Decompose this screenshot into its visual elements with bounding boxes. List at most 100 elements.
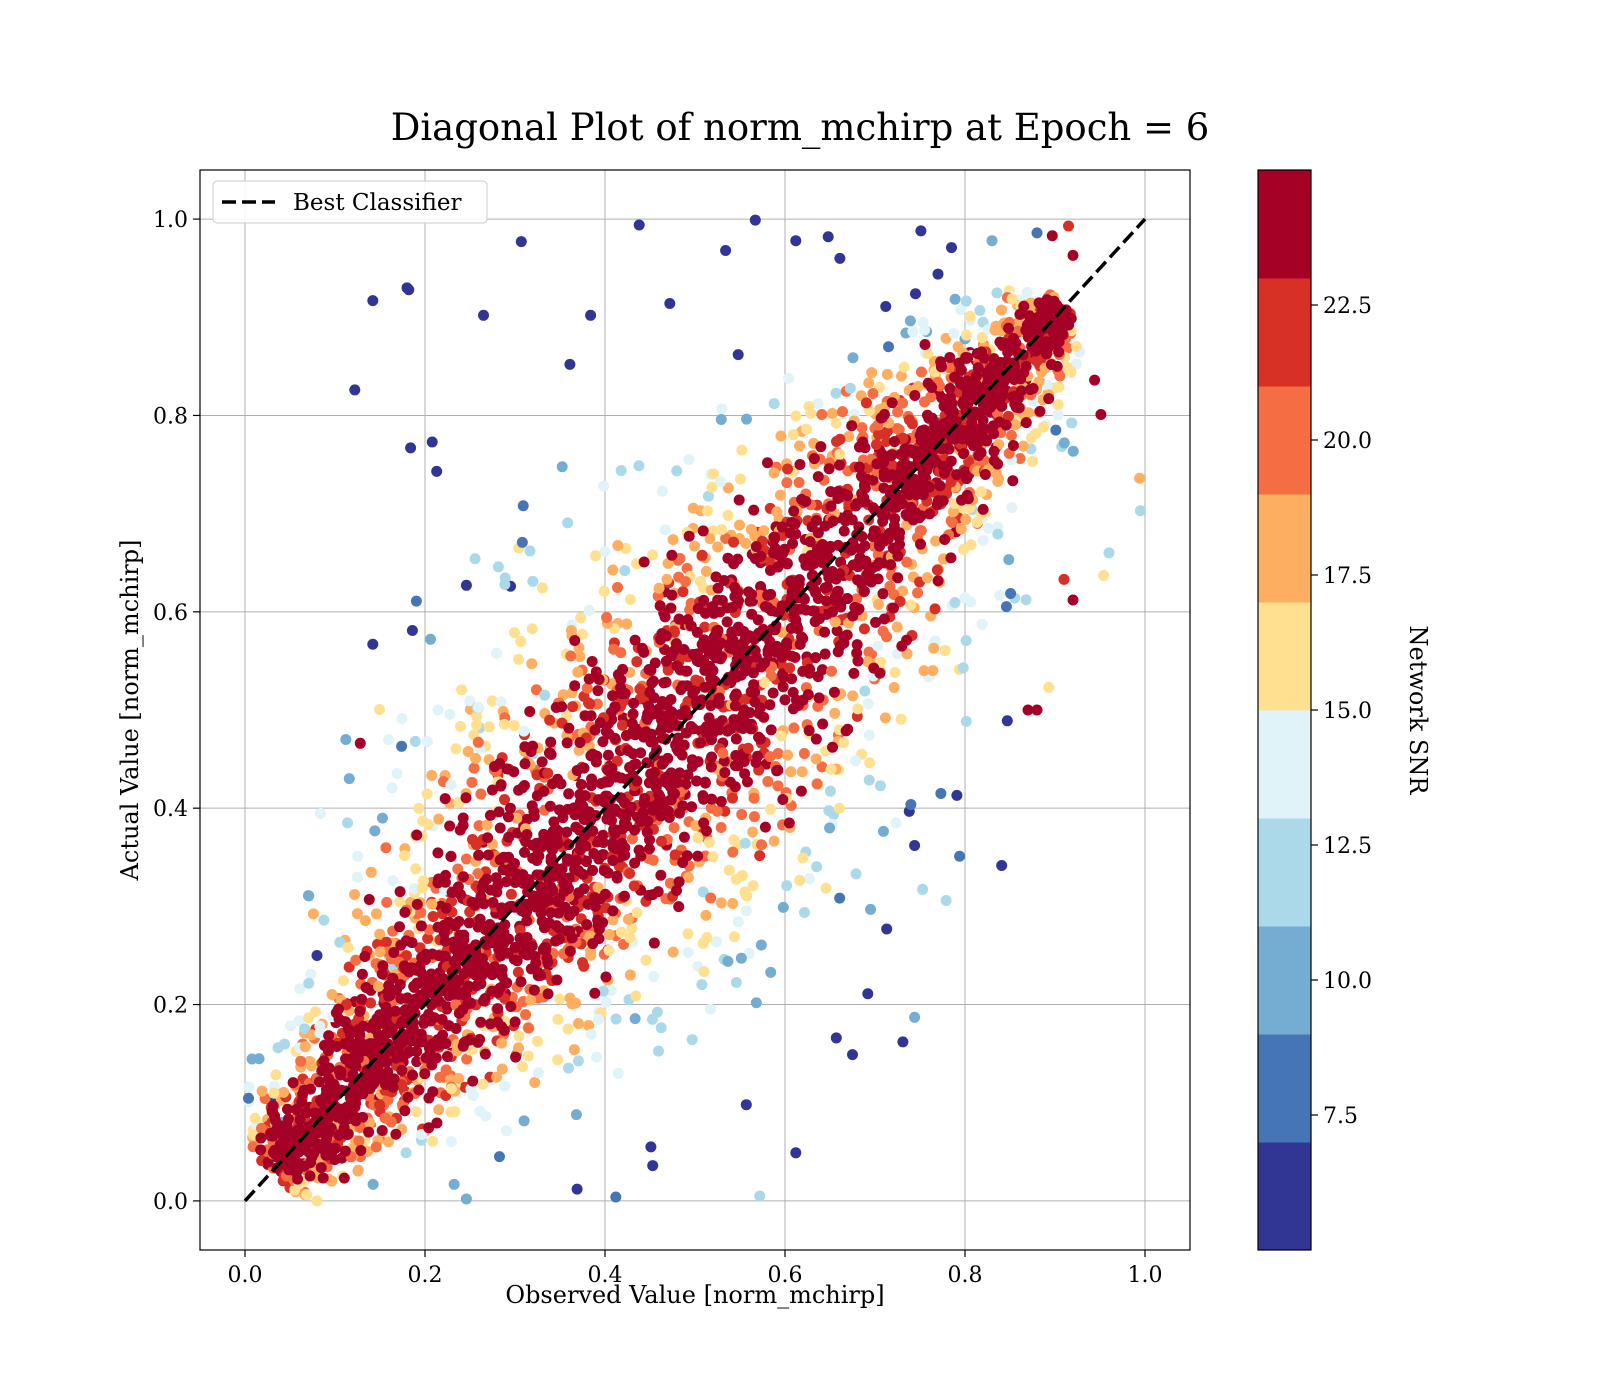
scatter-point [754,1190,766,1202]
scatter-point [764,699,776,711]
scatter-point [554,892,566,904]
scatter-point [498,718,510,730]
scatter-point [721,616,733,628]
scatter-point [427,1135,439,1147]
scatter-point [831,436,843,448]
scatter-point [704,533,716,545]
scatter-point [513,653,525,665]
scatter-point [711,647,723,659]
scatter-point [504,901,516,913]
scatter-point [730,873,742,885]
scatter-point [1053,381,1065,393]
scatter-point [460,579,472,591]
scatter-point [946,517,958,529]
scatter-point [944,382,956,394]
scatter-point [554,923,566,935]
scatter-point [783,817,795,829]
scatter-point [285,1020,297,1032]
scatter-point [568,802,580,814]
scatter-point [673,613,685,625]
scatter-point [862,462,874,474]
scatter-point [593,673,605,685]
scatter-point [774,489,786,501]
scatter-point [708,468,720,480]
scatter-point [847,1049,858,1061]
scatter-point [903,486,915,498]
scatter-point [1070,358,1082,370]
scatter-point [495,779,507,791]
scatter-point [612,669,624,681]
scatter-point [945,455,957,467]
scatter-point [381,896,393,908]
scatter-point [457,1004,469,1016]
scatter-point [423,1122,435,1134]
scatter-point [754,733,766,745]
scatter-point [255,1122,267,1134]
scatter-point [359,950,371,962]
scatter-point [755,939,767,951]
scatter-point [863,646,875,658]
scatter-point [354,1005,366,1017]
scatter-point [421,788,433,800]
scatter-point [457,871,469,883]
scatter-point [870,616,882,628]
scatter-point [700,565,712,577]
scatter-point [519,758,531,770]
scatter-point [629,634,641,646]
scatter-point [867,388,879,400]
scatter-point [772,561,784,573]
scatter-point [496,963,508,975]
scatter-point [513,784,525,796]
scatter-point [460,1193,472,1205]
scatter-point [497,864,509,876]
scatter-point [557,689,569,701]
scatter-point [396,740,408,752]
scatter-point [583,605,595,617]
scatter-point [866,367,878,379]
scatter-point [545,855,557,867]
scatter-point [515,635,527,647]
scatter-point [883,341,894,353]
scatter-point [856,578,868,590]
scatter-point [687,502,699,514]
scatter-point [1021,286,1033,298]
scatter-point [491,1071,503,1083]
scatter-point [921,572,933,584]
scatter-point [667,534,679,546]
scatter-point [860,555,872,567]
scatter-point [340,1053,352,1065]
scatter-point [810,652,822,664]
scatter-point [824,822,836,834]
scatter-point [806,521,818,533]
scatter-point [390,1128,402,1140]
scatter-point [838,631,850,643]
scatter-point [440,902,452,914]
scatter-point [588,848,600,860]
scatter-point [526,658,538,670]
scatter-point [629,726,641,738]
scatter-point [242,1092,254,1104]
scatter-point [1014,308,1026,320]
scatter-point [939,533,951,545]
scatter-point [511,955,523,967]
scatter-point [322,1045,334,1057]
scatter-point [803,725,815,737]
scatter-point [872,549,884,561]
scatter-point [624,969,636,981]
scatter-point [607,855,619,867]
scatter-point [503,933,515,945]
scatter-point [726,601,738,613]
scatter-point [323,1030,335,1042]
scatter-point [633,460,645,472]
scatter-point [314,807,326,819]
scatter-point [600,971,612,983]
scatter-point [389,1005,401,1017]
scatter-point [1098,569,1110,581]
scatter-point [515,236,527,248]
scatter-point [786,586,798,598]
scatter-point [823,805,835,817]
scatter-point [700,607,712,619]
scatter-point [777,901,789,913]
scatter-point [748,504,760,516]
scatter-point [992,528,1004,540]
